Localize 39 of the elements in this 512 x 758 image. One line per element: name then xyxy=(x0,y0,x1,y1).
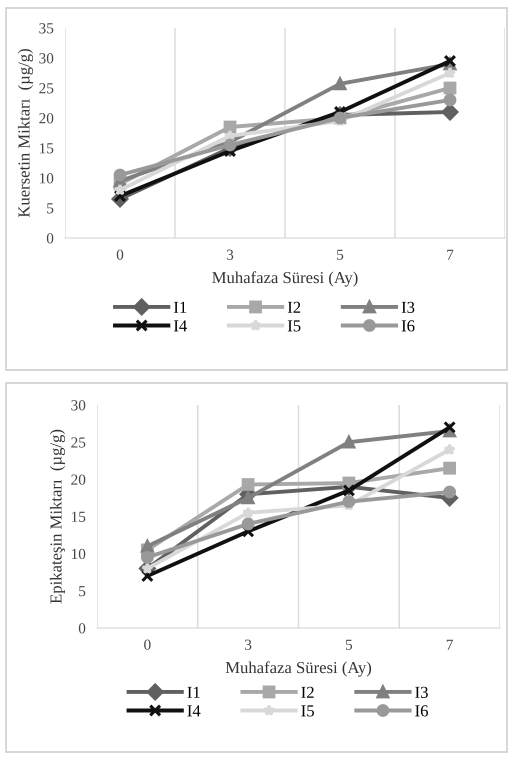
legend-label: I4 xyxy=(174,320,187,332)
y-tick-label: 10 xyxy=(72,548,86,560)
legend-label: I1 xyxy=(174,302,186,313)
legend-label: I3 xyxy=(415,686,428,698)
y-axis-title: Epikateşin Miktarı (µg/g) xyxy=(50,430,66,604)
legend-label: I3 xyxy=(402,302,414,313)
y-tick-label: 5 xyxy=(47,203,54,214)
x-axis-title: Muhafaza Süresi (Ay) xyxy=(212,271,358,287)
y-tick-label: 35 xyxy=(39,23,54,34)
y-axis-title: Kuersetin Miktarı (µg/g) xyxy=(18,49,34,218)
y-tick-label: 0 xyxy=(46,233,54,244)
legend-label: I4 xyxy=(187,705,200,716)
y-tick-label: 25 xyxy=(71,437,86,448)
y-tick-label: 5 xyxy=(79,586,86,596)
x-tick-label: 5 xyxy=(337,250,344,260)
y-tick-label: 10 xyxy=(40,173,54,184)
legend-label: I5 xyxy=(288,320,300,332)
x-tick-label: 3 xyxy=(226,250,234,260)
y-tick-label: 30 xyxy=(39,53,54,64)
x-tick-label: 3 xyxy=(245,640,252,650)
x-tick-label: 0 xyxy=(144,640,151,650)
y-tick-label: 0 xyxy=(78,623,86,634)
legend-label: I1 xyxy=(187,686,200,698)
y-tick-label: 25 xyxy=(39,83,54,94)
legend-label: I6 xyxy=(402,320,414,332)
y-tick-label: 15 xyxy=(40,143,54,154)
x-tick-label: 5 xyxy=(346,640,352,650)
legend-label: I6 xyxy=(415,705,428,716)
x-axis-title: Muhafaza Süresi (Ay) xyxy=(226,661,372,677)
y-tick-label: 20 xyxy=(39,113,54,124)
x-tick-label: 0 xyxy=(116,250,124,260)
legend-label: I2 xyxy=(301,686,314,698)
x-tick-label: 7 xyxy=(446,640,454,650)
x-tick-label: 7 xyxy=(447,250,454,260)
y-tick-label: 20 xyxy=(71,474,86,485)
y-tick-label: 30 xyxy=(71,400,86,410)
legend-label: I2 xyxy=(288,302,300,313)
y-tick-label: 15 xyxy=(72,512,86,522)
legend-label: I5 xyxy=(301,705,314,716)
